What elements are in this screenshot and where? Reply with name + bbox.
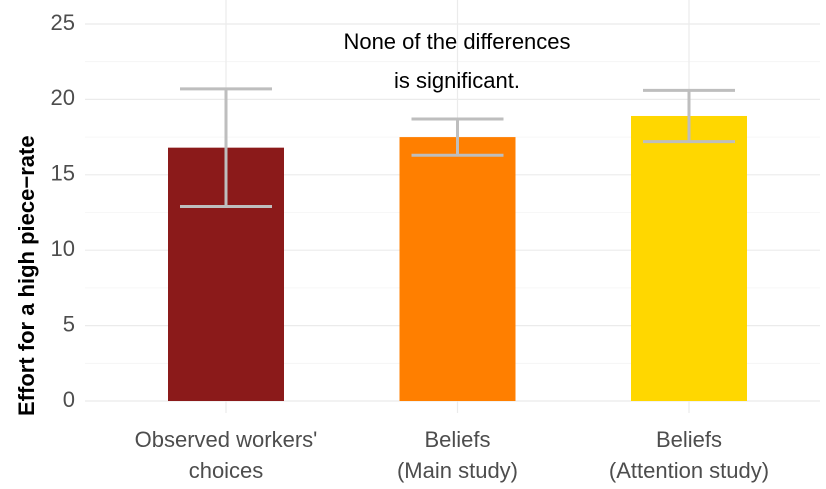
x-tick-label: (Main study) [397, 458, 518, 483]
annotation: None of the differences [343, 29, 570, 54]
bar [631, 115, 747, 401]
error-bar [643, 88, 735, 144]
x-tick-label: Beliefs [656, 427, 722, 452]
y-tick-label: 20 [51, 85, 75, 110]
x-tick-label: choices [189, 458, 264, 483]
y-tick-label: 25 [51, 10, 75, 35]
y-tick-label: 10 [51, 236, 75, 261]
bar [399, 137, 516, 401]
annotation: is significant. [394, 68, 520, 93]
y-axis-label: Effort for a high piece−rate [14, 135, 39, 416]
y-tick-label: 15 [51, 161, 75, 186]
y-tick-label: 5 [63, 311, 75, 336]
x-tick-label: Observed workers' [135, 427, 318, 452]
x-tick-label: (Attention study) [609, 458, 769, 483]
y-tick-label: 0 [63, 387, 75, 412]
error-bar [411, 117, 504, 157]
error-bar [180, 87, 272, 208]
x-tick-label: Beliefs [424, 427, 490, 452]
